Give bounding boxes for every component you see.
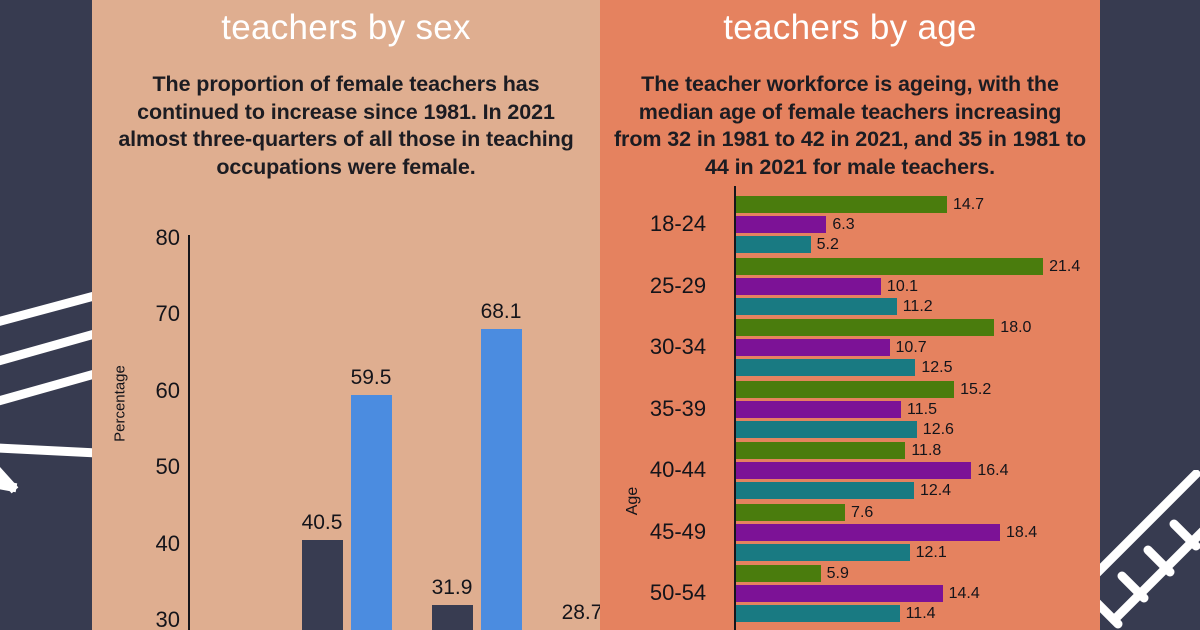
bar-value-label: 11.5 bbox=[907, 400, 937, 418]
age-group-label: 40-44 bbox=[649, 457, 707, 482]
age-group-label: 35-39 bbox=[649, 395, 707, 421]
bar-value-label: 5.2 bbox=[816, 236, 839, 253]
panel-teachers-by-sex: teachers by sex The proportion of female… bbox=[92, 0, 652, 630]
bar-value-label: 10.7 bbox=[895, 339, 927, 356]
bar-value-label: 11.8 bbox=[911, 442, 942, 459]
age-group-label: 18-24 bbox=[649, 211, 707, 236]
age-group-label: 50-54 bbox=[649, 580, 707, 605]
bar-value-label: 18.4 bbox=[1006, 523, 1038, 541]
bar bbox=[736, 380, 955, 398]
y-axis-tick: 50 bbox=[155, 454, 180, 480]
bar bbox=[432, 605, 473, 630]
age-axis-line bbox=[734, 186, 736, 630]
bar bbox=[736, 585, 943, 602]
bar-value-label: 12.1 bbox=[915, 543, 947, 561]
bar bbox=[736, 196, 947, 213]
y-axis-line bbox=[188, 235, 190, 630]
y-axis-tick: 30 bbox=[155, 607, 180, 630]
age-group-label: 25-29 bbox=[649, 272, 707, 298]
bar-value-label: 14.7 bbox=[952, 196, 985, 213]
bar-value-label: 15.2 bbox=[960, 380, 992, 398]
bar bbox=[736, 543, 910, 561]
bar-value-label: 6.3 bbox=[832, 216, 855, 233]
bar bbox=[736, 565, 821, 582]
bar-value-label: 11.4 bbox=[905, 605, 936, 622]
age-group-label: 30-34 bbox=[649, 334, 707, 359]
bar-plot-area: 40.559.531.968.128.771.3 bbox=[188, 238, 652, 630]
bar-value-label: 11.2 bbox=[902, 297, 933, 315]
bar bbox=[736, 420, 917, 438]
bar-value-label: 31.9 bbox=[431, 576, 473, 600]
bar bbox=[736, 462, 972, 479]
panel-sex-subtitle: The proportion of female teachers has co… bbox=[118, 72, 574, 179]
panel-age-subtitle: The teacher workforce is ageing, with th… bbox=[614, 72, 1086, 179]
bar-value-label: 21.4 bbox=[1049, 257, 1081, 275]
bar-value-label: 5.9 bbox=[826, 565, 849, 582]
bar bbox=[736, 503, 846, 521]
bar bbox=[351, 394, 392, 630]
panel-age-title: teachers by age bbox=[723, 8, 977, 47]
bar bbox=[302, 539, 343, 630]
y-axis-tick: 60 bbox=[155, 377, 180, 403]
bar-value-label: 28.7 bbox=[561, 600, 603, 624]
chart-teachers-by-age: Age 18-24 14.7 6.3 5.2 25-29 21.4 10.1 11.2 30-3… bbox=[600, 182, 1100, 630]
bar-value-label: 40.5 bbox=[301, 510, 343, 534]
bar bbox=[736, 257, 1044, 275]
bar bbox=[736, 319, 995, 336]
bar-value-label: 68.1 bbox=[480, 299, 522, 323]
y-axis-tick: 70 bbox=[155, 301, 180, 327]
bar-value-label: 10.1 bbox=[886, 277, 919, 295]
y-axis-tick: 80 bbox=[155, 225, 180, 250]
bar-value-label: 12.4 bbox=[919, 482, 952, 499]
bar-value-label: 7.6 bbox=[851, 503, 874, 521]
bar bbox=[481, 328, 522, 630]
bar-value-label: 18.0 bbox=[1000, 319, 1032, 336]
y-axis-tick: 40 bbox=[155, 530, 180, 556]
bar-value-label: 16.4 bbox=[977, 462, 1009, 479]
bar-value-label: 12.6 bbox=[922, 420, 954, 438]
bar bbox=[736, 400, 902, 418]
bar bbox=[736, 339, 890, 356]
bar-value-label: 59.5 bbox=[350, 365, 392, 389]
bar bbox=[736, 359, 916, 376]
panel-sex-title: teachers by sex bbox=[221, 8, 471, 47]
age-group-label: 45-49 bbox=[649, 518, 707, 544]
bar bbox=[736, 482, 914, 499]
bar bbox=[736, 605, 900, 622]
bar bbox=[736, 442, 906, 459]
bar-value-label: 14.4 bbox=[948, 585, 980, 602]
bar-value-label: 12.5 bbox=[921, 359, 953, 376]
bar bbox=[736, 216, 827, 233]
chart-teachers-by-sex: Percentage 80 70 60 50 40 30 40.5 59.5 31.9 68.1… bbox=[92, 180, 652, 630]
bar bbox=[736, 236, 811, 253]
bar bbox=[736, 277, 881, 295]
bar bbox=[736, 297, 897, 315]
panel-teachers-by-age: teachers by age The teacher workforce is… bbox=[600, 0, 1100, 630]
bar bbox=[736, 523, 1001, 541]
